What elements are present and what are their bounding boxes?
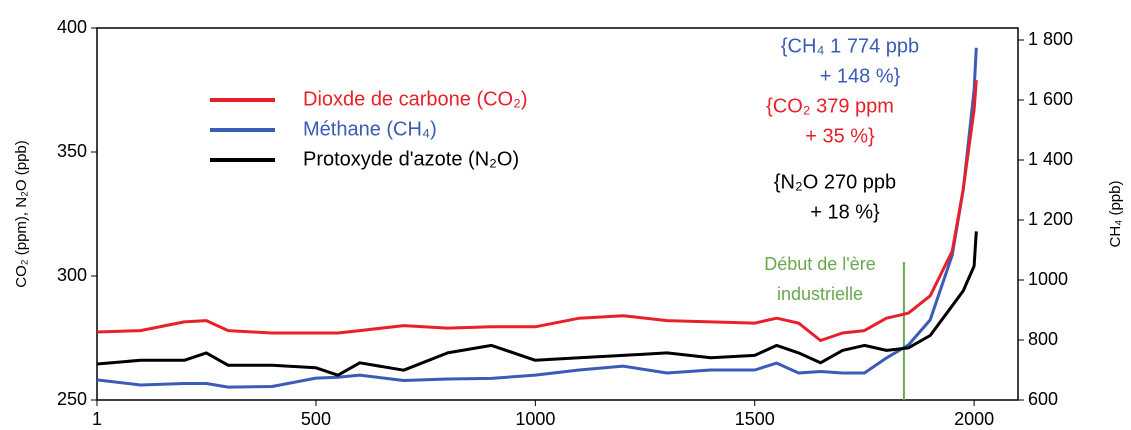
y-tick-label: 300 bbox=[57, 265, 87, 285]
y-tick-label: 250 bbox=[57, 389, 87, 409]
value-annotation: {CH₄ 1 774 ppb bbox=[781, 35, 919, 57]
y2-tick-label: 1 200 bbox=[1028, 209, 1073, 229]
y2-tick-label: 800 bbox=[1028, 329, 1058, 349]
y-tick-label: 350 bbox=[57, 141, 87, 161]
x-tick-label: 1000 bbox=[515, 409, 555, 429]
y-axis-label: CO₂ (ppm), N₂O (ppb) bbox=[13, 140, 30, 288]
value-annotation: + 148 %} bbox=[820, 65, 901, 87]
legend-label: Dioxde de carbone (CO₂) bbox=[303, 88, 528, 110]
series-line bbox=[96, 231, 978, 377]
value-annotation: {N₂O 270 ppb bbox=[774, 171, 896, 193]
y2-tick-label: 600 bbox=[1028, 389, 1058, 409]
x-tick-label: 1 bbox=[92, 409, 102, 429]
x-tick-label: 2000 bbox=[954, 409, 994, 429]
series-line bbox=[96, 47, 978, 389]
x-tick-label: 500 bbox=[301, 409, 331, 429]
industrial-label: Début de l'ère bbox=[764, 254, 876, 274]
series-line bbox=[96, 79, 978, 342]
y-tick-label: 400 bbox=[57, 17, 87, 37]
x-tick-label: 1500 bbox=[735, 409, 775, 429]
value-annotation: + 18 %} bbox=[810, 201, 880, 223]
legend-label: Méthane (CH₄) bbox=[303, 118, 437, 140]
y2-tick-label: 1 800 bbox=[1028, 29, 1073, 49]
y2-tick-label: 1 600 bbox=[1028, 89, 1073, 109]
legend-label: Protoxyde d'azote (N₂O) bbox=[303, 148, 519, 170]
value-annotation: + 35 %} bbox=[805, 125, 875, 147]
y2-tick-label: 1000 bbox=[1028, 269, 1068, 289]
y2-axis-label: CH₄ (ppb) bbox=[1107, 181, 1124, 248]
y2-tick-label: 1 400 bbox=[1028, 149, 1073, 169]
plot-frame bbox=[96, 27, 1019, 401]
industrial-label: industrielle bbox=[777, 284, 863, 304]
value-annotation: {CO₂ 379 ppm bbox=[766, 95, 894, 117]
